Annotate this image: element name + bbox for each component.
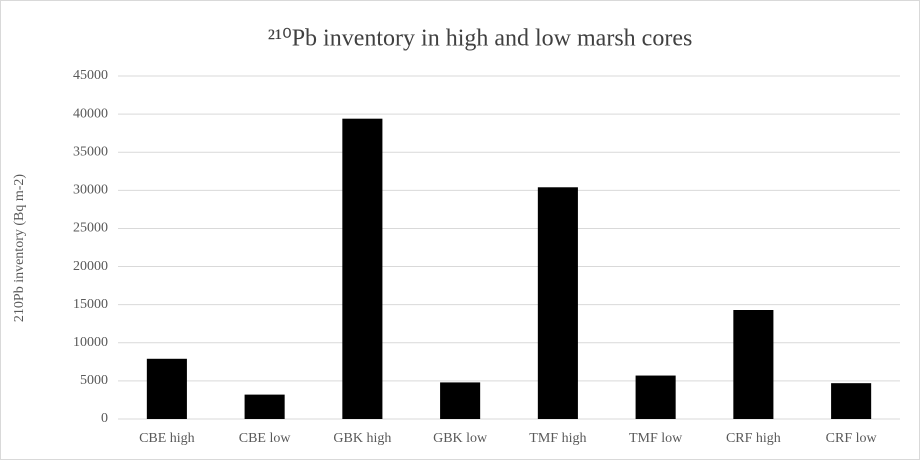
- y-tick-label: 15000: [73, 297, 108, 312]
- bar: [635, 375, 676, 419]
- x-tick-label: GBK low: [433, 431, 488, 446]
- bar: [733, 310, 774, 419]
- bar: [244, 394, 285, 419]
- y-tick-label: 20000: [73, 259, 108, 274]
- y-tick-label: 35000: [73, 144, 108, 159]
- x-tick-label: GBK high: [333, 431, 391, 446]
- x-tick-label: TMF high: [529, 431, 586, 446]
- bar: [342, 118, 383, 419]
- bar: [831, 383, 872, 419]
- x-tick-label: CBE high: [139, 431, 195, 446]
- x-tick-label: CBE low: [239, 431, 292, 446]
- y-tick-label: 45000: [73, 68, 108, 83]
- bar: [537, 187, 578, 419]
- y-tick-label: 10000: [73, 335, 108, 350]
- y-axis-label: 210Pb inventory (Bq m-2): [12, 174, 27, 322]
- chart-title: ²¹⁰Pb inventory in high and low marsh co…: [268, 26, 693, 52]
- bar: [146, 358, 187, 419]
- bar: [440, 382, 481, 419]
- x-tick-label: CRF high: [726, 431, 781, 446]
- x-tick-label: TMF low: [629, 431, 683, 446]
- y-tick-label: 5000: [80, 373, 108, 388]
- y-tick-label: 0: [101, 411, 108, 426]
- y-tick-label: 25000: [73, 221, 108, 236]
- y-tick-label: 40000: [73, 106, 108, 121]
- y-tick-label: 30000: [73, 183, 108, 198]
- x-tick-label: CRF low: [826, 431, 878, 446]
